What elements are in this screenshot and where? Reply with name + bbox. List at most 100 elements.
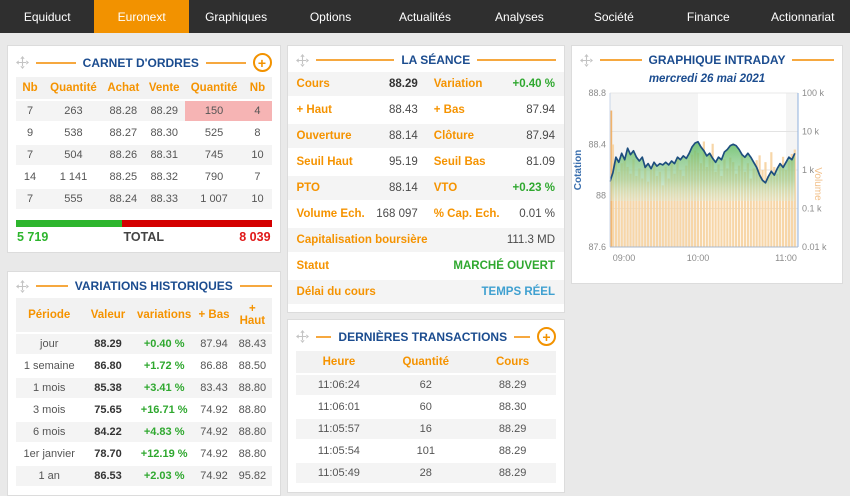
col-header: Nb — [16, 77, 45, 101]
header-rule — [600, 59, 642, 61]
quote-delay-badge: TEMPS RÉEL — [481, 286, 555, 298]
market-status-badge: MARCHÉ OUVERT — [453, 260, 555, 272]
panel-title: CARNET D'ORDRES — [82, 55, 199, 70]
expand-plus-button[interactable]: + — [537, 327, 557, 346]
drag-handle-icon[interactable] — [16, 56, 29, 69]
expand-plus-button[interactable]: + — [252, 53, 272, 72]
top-navigation: Equiduct Euronext Graphiques Options Act… — [0, 0, 850, 33]
table-row: 1 mois 85.38 +3.41 % 83.43 88.80 — [16, 377, 272, 400]
svg-text:88.4: 88.4 — [588, 139, 606, 149]
session-label: Ouverture — [296, 130, 352, 142]
tab-actionnariat[interactable]: Actionnariat — [771, 9, 835, 24]
svg-text:10 k: 10 k — [802, 127, 820, 137]
session-row: Seuil Haut 95.19 Seuil Bas 81.09 — [287, 150, 564, 176]
table-row: 11:06:01 60 88.30 — [295, 396, 556, 419]
tab-analyses[interactable]: Analyses — [495, 9, 544, 24]
col-header: Quantité — [382, 351, 470, 375]
svg-text:0.1 k: 0.1 k — [802, 204, 822, 214]
page-content: CARNET D'ORDRES + Nb Quantité Achat Vent… — [0, 33, 850, 496]
tab-societe[interactable]: Société — [593, 9, 634, 24]
drag-handle-icon[interactable] — [295, 53, 309, 67]
panel-title: DERNIÈRES TRANSACTIONS — [338, 329, 508, 344]
order-book-table: Nb Quantité Achat Vente Quantité Nb 7 263… — [16, 77, 272, 211]
tab-finance[interactable]: Finance — [686, 9, 730, 24]
table-row: 11:05:57 16 88.29 — [295, 418, 556, 441]
panel-title: VARIATIONS HISTORIQUES — [74, 279, 233, 293]
svg-text:88: 88 — [596, 191, 606, 201]
chart-date: mercredi 26 mai 2021 — [648, 73, 766, 85]
session-value: 88.14 — [388, 182, 418, 194]
svg-text:11:00: 11:00 — [775, 253, 797, 263]
intraday-chart: 88.8 88.4 88 87.6 100 k 10 k 1 k 0.1 k 0.01 k 09:… — [573, 88, 827, 263]
table-row: 6 mois 84.22 +4.83 % 74.92 88.80 — [16, 421, 272, 444]
header-rule — [315, 59, 395, 61]
session-label: Cours — [296, 78, 330, 90]
total-buy-quantity: 5 719 — [17, 230, 49, 244]
session-value: 88.29 — [388, 78, 418, 90]
session-label: % Cap. Ech. — [433, 208, 500, 220]
tab-graphiques[interactable]: Graphiques — [205, 9, 268, 24]
session-value: 111.3 MD — [506, 234, 555, 246]
panel-title: LA SÉANCE — [401, 53, 471, 67]
tab-options[interactable]: Options — [309, 9, 352, 24]
svg-text:10:00: 10:00 — [687, 253, 710, 263]
col-header: Vente — [143, 77, 185, 101]
session-value: +0.23 % — [512, 182, 556, 194]
col-header: Valeur — [82, 298, 134, 334]
session-label: Clôture — [433, 130, 475, 142]
table-row: 7 263 88.28 88.29 150 4 — [16, 100, 272, 123]
svg-text:87.6: 87.6 — [588, 242, 606, 252]
svg-text:100 k: 100 k — [802, 88, 825, 98]
buy-ratio-segment — [16, 220, 123, 227]
table-row: 11:05:49 28 88.29 — [295, 462, 556, 485]
session-value: 95.19 — [388, 156, 418, 168]
tab-euronext[interactable]: Euronext — [94, 0, 189, 33]
session-label: + Haut — [296, 104, 332, 116]
session-label: + Bas — [433, 104, 465, 116]
col-header: + Bas — [194, 298, 234, 334]
svg-text:Volume: Volume — [812, 167, 823, 201]
drag-handle-icon[interactable] — [295, 330, 309, 343]
col-header: variations — [133, 298, 195, 334]
header-rule — [205, 61, 246, 64]
session-value: 81.09 — [526, 156, 556, 168]
session-label: Variation — [433, 78, 483, 90]
col-header: Période — [16, 298, 83, 334]
session-value: 88.43 — [388, 104, 418, 116]
session-row: Capitalisation boursière 111.3 MD — [287, 228, 564, 254]
tab-equiduct[interactable]: Equiduct — [23, 9, 71, 24]
header-rule — [36, 61, 76, 64]
session-row: Cours 88.29 Variation +0.40 % — [287, 72, 564, 98]
svg-text:09:00: 09:00 — [613, 253, 636, 263]
intraday-chart-panel: GRAPHIQUE INTRADAY mercredi 26 mai 2021 … — [571, 45, 843, 284]
session-row: PTO 88.14 VTO +0.23 % — [287, 176, 564, 202]
drag-handle-icon[interactable] — [580, 53, 593, 67]
tab-actualites[interactable]: Actualités — [398, 9, 451, 24]
session-value: 87.94 — [526, 104, 556, 116]
table-row: 11:05:54 101 88.29 — [295, 440, 556, 463]
table-row: 11:06:24 62 88.29 — [295, 374, 556, 397]
session-value: 0.01 % — [519, 208, 556, 220]
svg-text:Cotation: Cotation — [573, 150, 584, 191]
panel-title: GRAPHIQUE INTRADAY — [648, 53, 786, 67]
header-rule — [477, 59, 557, 61]
drag-handle-icon[interactable] — [16, 279, 29, 293]
session-label: PTO — [296, 182, 320, 194]
order-book-panel: CARNET D'ORDRES + Nb Quantité Achat Vent… — [7, 45, 281, 253]
session-label: Statut — [296, 260, 330, 272]
col-header: + Haut — [233, 298, 272, 334]
svg-text:0.01 k: 0.01 k — [802, 242, 827, 252]
session-label: Seuil Bas — [433, 156, 486, 168]
session-row: Délai du cours TEMPS RÉEL — [287, 280, 564, 306]
variations-table: Période Valeur variations + Bas + Haut j… — [16, 298, 272, 488]
table-row: 1 semaine 86.80 +1.72 % 86.88 88.50 — [16, 355, 272, 378]
col-header: Quantité — [44, 77, 103, 101]
buy-sell-ratio-bar — [16, 220, 272, 227]
session-row: Ouverture 88.14 Clôture 87.94 — [287, 124, 564, 150]
session-row: + Haut 88.43 + Bas 87.94 — [287, 98, 564, 124]
table-row: 9 538 88.27 88.30 525 8 — [16, 122, 272, 145]
header-rule — [36, 285, 68, 287]
session-label: Capitalisation boursière — [296, 234, 428, 246]
col-header: Quantité — [184, 77, 244, 101]
total-label: TOTAL — [123, 230, 165, 244]
